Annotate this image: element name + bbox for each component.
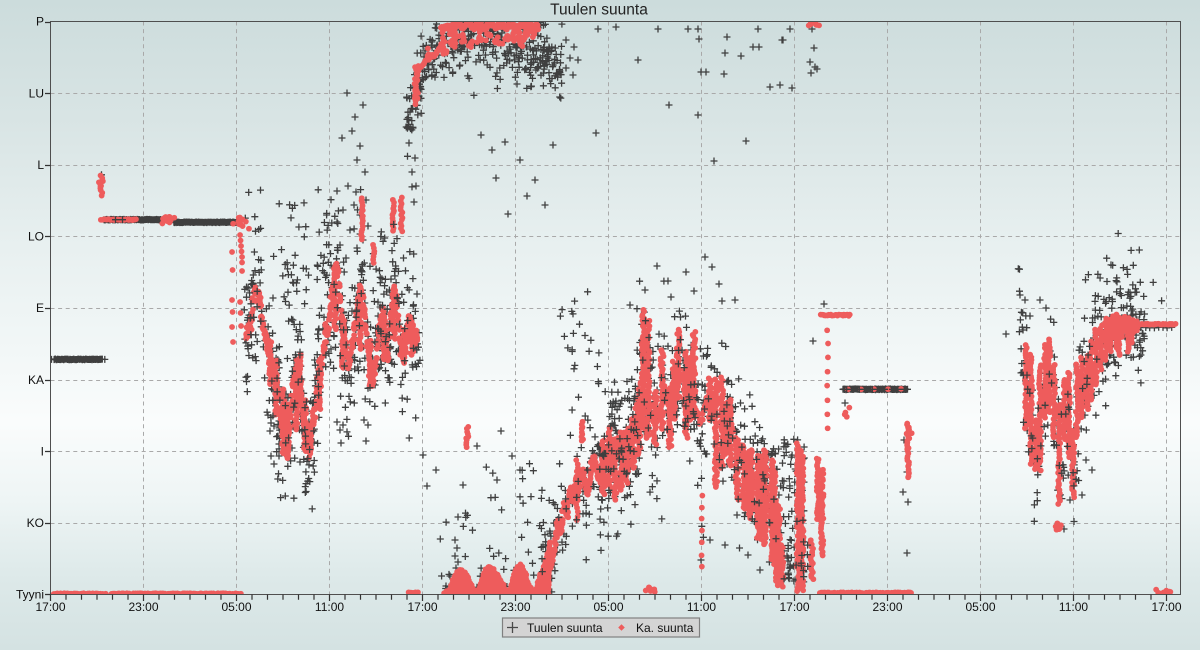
svg-text:E: E: [36, 301, 44, 315]
svg-text:23:00: 23:00: [872, 600, 902, 614]
svg-text:05:00: 05:00: [593, 600, 623, 614]
svg-text:LO: LO: [28, 230, 44, 244]
svg-text:Tyyni: Tyyni: [16, 588, 44, 602]
svg-text:I: I: [41, 444, 44, 458]
svg-text:L: L: [37, 158, 44, 172]
svg-text:11:00: 11:00: [315, 600, 344, 614]
svg-text:17:00: 17:00: [407, 600, 437, 614]
svg-text:P: P: [36, 15, 44, 29]
svg-text:23:00: 23:00: [500, 600, 530, 614]
svg-text:23:00: 23:00: [128, 600, 158, 614]
svg-text:KA: KA: [28, 373, 44, 387]
svg-text:11:00: 11:00: [1059, 600, 1088, 614]
svg-text:LU: LU: [29, 86, 44, 100]
svg-text:17:00: 17:00: [779, 600, 809, 614]
svg-text:Ka. suunta: Ka. suunta: [636, 621, 694, 635]
svg-text:05:00: 05:00: [221, 600, 251, 614]
svg-text:17:00: 17:00: [35, 600, 65, 614]
svg-text:11:00: 11:00: [687, 600, 716, 614]
svg-text:KO: KO: [27, 516, 44, 530]
svg-text:Tuulen suunta: Tuulen suunta: [550, 2, 648, 19]
svg-text:05:00: 05:00: [965, 600, 995, 614]
svg-text:17:00: 17:00: [1151, 600, 1181, 614]
svg-text:Tuulen suunta: Tuulen suunta: [527, 621, 603, 635]
